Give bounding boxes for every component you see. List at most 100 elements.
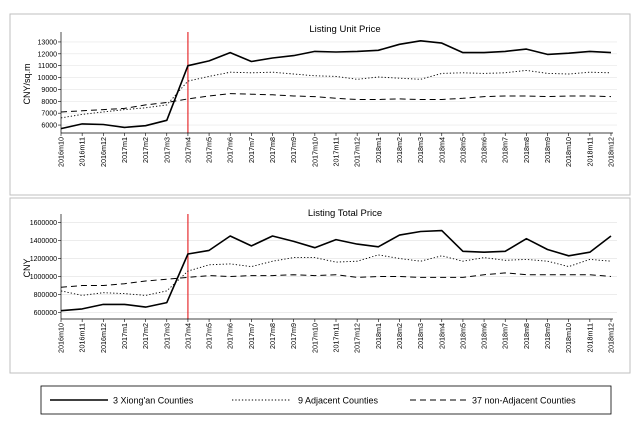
x-tick-label: 2017m8 [268, 323, 277, 349]
x-tick-label: 2016m12 [99, 323, 108, 353]
x-tick-label: 2017m9 [289, 137, 298, 163]
x-tick-label: 2016m10 [57, 323, 66, 353]
total-price-x-ticks: 2016m10 2016m11 2016m12 2017m1 2017m2 2017m3 2… [57, 319, 616, 353]
legend-label-adjacent: 9 Adjacent Counties [298, 396, 379, 406]
x-tick-label: 2018m1 [374, 323, 383, 349]
x-tick-label: 2016m11 [78, 137, 87, 166]
x-tick-label: 2018m10 [564, 137, 573, 167]
x-tick-label: 2017m11 [332, 137, 341, 166]
legend-label-xiongan: 3 Xiong'an Counties [113, 396, 194, 406]
unit-price-chart-title: Listing Unit Price [309, 24, 380, 35]
x-tick-label: 2018m3 [416, 323, 425, 349]
total-price-panel: Listing Total Price CNY 600000 800000 1000… [9, 197, 631, 374]
x-tick-label: 2017m10 [310, 137, 319, 167]
total-price-panel-border [9, 197, 631, 374]
y-tick-label: 9000 [41, 87, 57, 94]
x-tick-label: 2017m5 [205, 323, 214, 349]
x-tick-label: 2018m9 [543, 137, 552, 163]
x-tick-label: 2018m2 [395, 137, 404, 163]
unit-price-panel: Listing Unit Price CNY/sq.m 6000 7000 8000… [9, 13, 631, 196]
x-tick-label: 2017m12 [353, 323, 362, 353]
x-tick-label: 2017m11 [332, 323, 341, 352]
y-tick-label: 7000 [41, 111, 57, 118]
x-tick-label: 2018m6 [480, 323, 489, 349]
x-tick-label: 2016m11 [78, 323, 87, 352]
x-tick-label: 2017m7 [247, 323, 256, 349]
x-tick-label: 2018m4 [437, 137, 446, 163]
y-tick-label: 10000 [38, 75, 58, 82]
x-tick-label: 2017m5 [205, 137, 214, 163]
x-tick-label: 2017m6 [226, 323, 235, 349]
y-tick-label: 1200000 [30, 256, 57, 263]
y-tick-label: 1000000 [30, 274, 57, 281]
x-tick-label: 2018m8 [522, 323, 531, 349]
y-tick-label: 1400000 [30, 238, 57, 245]
x-tick-label: 2018m5 [458, 323, 467, 349]
x-tick-label: 2018m2 [395, 323, 404, 349]
x-tick-label: 2017m12 [353, 137, 362, 167]
x-tick-label: 2018m4 [437, 323, 446, 349]
unit-price-panel-border [9, 13, 631, 196]
series-line-dashed [60, 93, 612, 113]
y-tick-label: 1600000 [30, 220, 57, 227]
x-tick-label: 2018m12 [607, 137, 616, 167]
x-tick-label: 2018m11 [585, 137, 594, 166]
x-tick-label: 2018m7 [501, 137, 510, 163]
x-tick-label: 2018m6 [480, 137, 489, 163]
unit-price-x-ticks: 2016m10 2016m11 2016m12 2017m1 2017m2 2017m3 2… [57, 133, 616, 167]
x-tick-label: 2016m10 [57, 137, 66, 167]
x-tick-label: 2017m3 [162, 137, 171, 163]
x-tick-label: 2018m10 [564, 323, 573, 353]
total-price-y-axis-label: CNY [22, 258, 32, 277]
legend-entry-non-adjacent: 37 non-Adjacent Counties [410, 396, 576, 406]
unit-price-axes [60, 32, 613, 134]
x-tick-label: 2018m11 [585, 323, 594, 352]
y-tick-label: 12000 [38, 51, 58, 58]
series-line-solid [60, 229, 612, 312]
x-tick-label: 2018m8 [522, 137, 531, 163]
x-tick-label: 2017m7 [247, 137, 256, 163]
series-line-solid [60, 39, 612, 130]
x-tick-label: 2018m1 [374, 137, 383, 163]
y-tick-label: 6000 [41, 123, 57, 130]
unit-price-series [60, 39, 612, 130]
total-price-series [60, 229, 612, 312]
x-tick-label: 2016m12 [99, 137, 108, 167]
x-tick-label: 2018m9 [543, 323, 552, 349]
unit-price-y-axis-label: CNY/sq.m [22, 63, 32, 104]
total-price-y-ticks: 600000 800000 1000000 1200000 1400000 1600000 [30, 220, 61, 317]
y-tick-label: 800000 [34, 292, 57, 299]
x-tick-label: 2017m8 [268, 137, 277, 163]
x-tick-label: 2017m6 [226, 137, 235, 163]
series-line-dotted [60, 69, 612, 119]
unit-price-gridlines [61, 41, 617, 126]
legend-box [40, 385, 612, 415]
x-tick-label: 2017m2 [141, 137, 150, 163]
x-tick-label: 2017m4 [183, 323, 192, 349]
series-line-dotted [60, 254, 612, 296]
x-tick-label: 2018m7 [501, 323, 510, 349]
legend-label-non-adjacent: 37 non-Adjacent Counties [472, 396, 576, 406]
legend: 3 Xiong'an Counties 9 Adjacent Counties … [40, 385, 612, 415]
y-tick-label: 600000 [34, 310, 57, 317]
x-tick-label: 2017m10 [310, 323, 319, 353]
y-tick-label: 13000 [38, 39, 58, 46]
x-tick-label: 2017m2 [141, 323, 150, 349]
x-tick-label: 2017m4 [183, 137, 192, 163]
y-tick-label: 11000 [38, 63, 57, 70]
y-tick-label: 8000 [41, 99, 57, 106]
x-tick-label: 2018m5 [458, 137, 467, 163]
legend-entry-xiongan: 3 Xiong'an Counties [50, 396, 194, 406]
x-tick-label: 2017m9 [289, 323, 298, 349]
series-line-dashed [60, 272, 612, 288]
x-tick-label: 2017m1 [120, 323, 129, 349]
x-tick-label: 2017m3 [162, 323, 171, 349]
legend-entry-adjacent: 9 Adjacent Counties [232, 396, 379, 406]
x-tick-label: 2018m12 [607, 323, 616, 353]
x-tick-label: 2018m3 [416, 137, 425, 163]
total-price-chart-title: Listing Total Price [308, 208, 382, 219]
x-tick-label: 2017m1 [120, 137, 129, 163]
total-price-axes [60, 214, 613, 320]
unit-price-y-ticks: 6000 7000 8000 9000 10000 11000 12000 13000 [38, 39, 61, 130]
